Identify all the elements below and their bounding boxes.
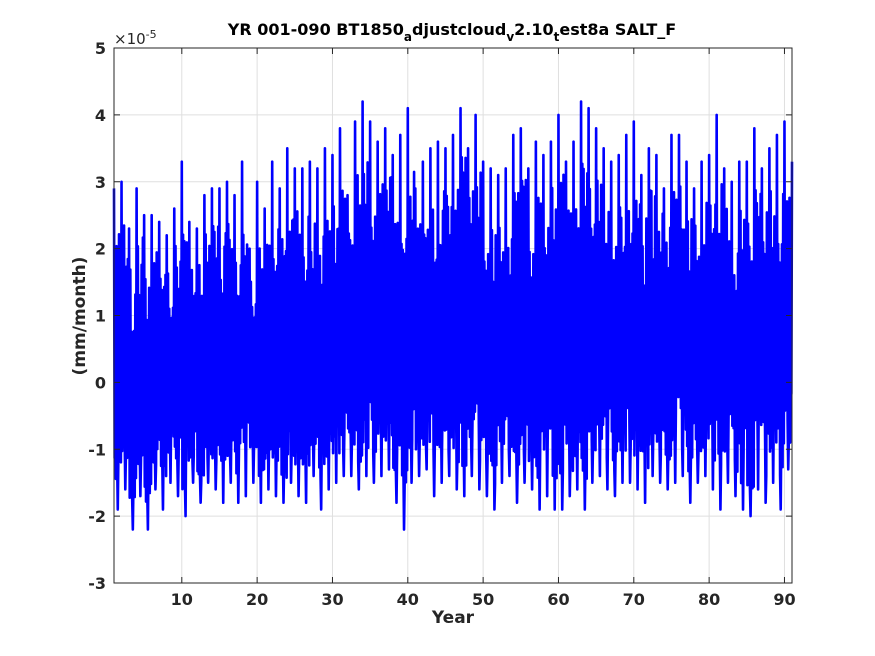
title-part-5: 2.10 <box>514 20 553 39</box>
x-axis-label: Year <box>431 608 475 628</box>
title-part-7: est8a SALT_F <box>559 20 676 39</box>
y-tick-label: -2 <box>88 507 106 526</box>
y-tick-label: 4 <box>95 106 106 125</box>
y-exponent-label: ×10-5 <box>114 28 157 48</box>
y-tick-label: 1 <box>95 307 106 326</box>
x-tick-label: 40 <box>397 590 419 609</box>
series-line <box>112 100 794 531</box>
x-tick-label: 10 <box>171 590 193 609</box>
title-part-6: t <box>554 30 560 44</box>
y-tick-label: -3 <box>88 574 106 593</box>
y-tick-label: -1 <box>88 440 106 459</box>
title-part-4: v <box>506 30 514 44</box>
series-layer <box>112 100 794 531</box>
title-part-1: YR 001-090 BT1850 <box>227 20 404 39</box>
title-part-2: a <box>404 30 412 44</box>
y-exponent-base: ×10 <box>114 30 146 48</box>
x-tick-label: 20 <box>246 590 268 609</box>
x-tick-label: 90 <box>773 590 795 609</box>
x-tick-label: 60 <box>547 590 569 609</box>
y-axis-label: (mm/month) <box>70 257 90 376</box>
chart-title: YR 001-090 BT1850adjustcloudv2.10test8a … <box>227 20 676 44</box>
x-tick-label: 80 <box>698 590 720 609</box>
y-tick-label: 5 <box>95 39 106 58</box>
x-tick-label: 70 <box>623 590 645 609</box>
x-tick-label: 50 <box>472 590 494 609</box>
tick-labels: 10 20 30 40 50 60 70 80 90 -3 -2 -1 0 1 2 3 4 5 <box>88 39 795 609</box>
y-tick-label: 3 <box>95 173 106 192</box>
title-part-3: djustcloud <box>412 20 506 39</box>
y-exponent-power: -5 <box>146 28 157 41</box>
y-tick-label: 2 <box>95 240 106 259</box>
y-tick-label: 0 <box>95 373 106 392</box>
x-tick-label: 30 <box>321 590 343 609</box>
ticks <box>114 47 792 584</box>
